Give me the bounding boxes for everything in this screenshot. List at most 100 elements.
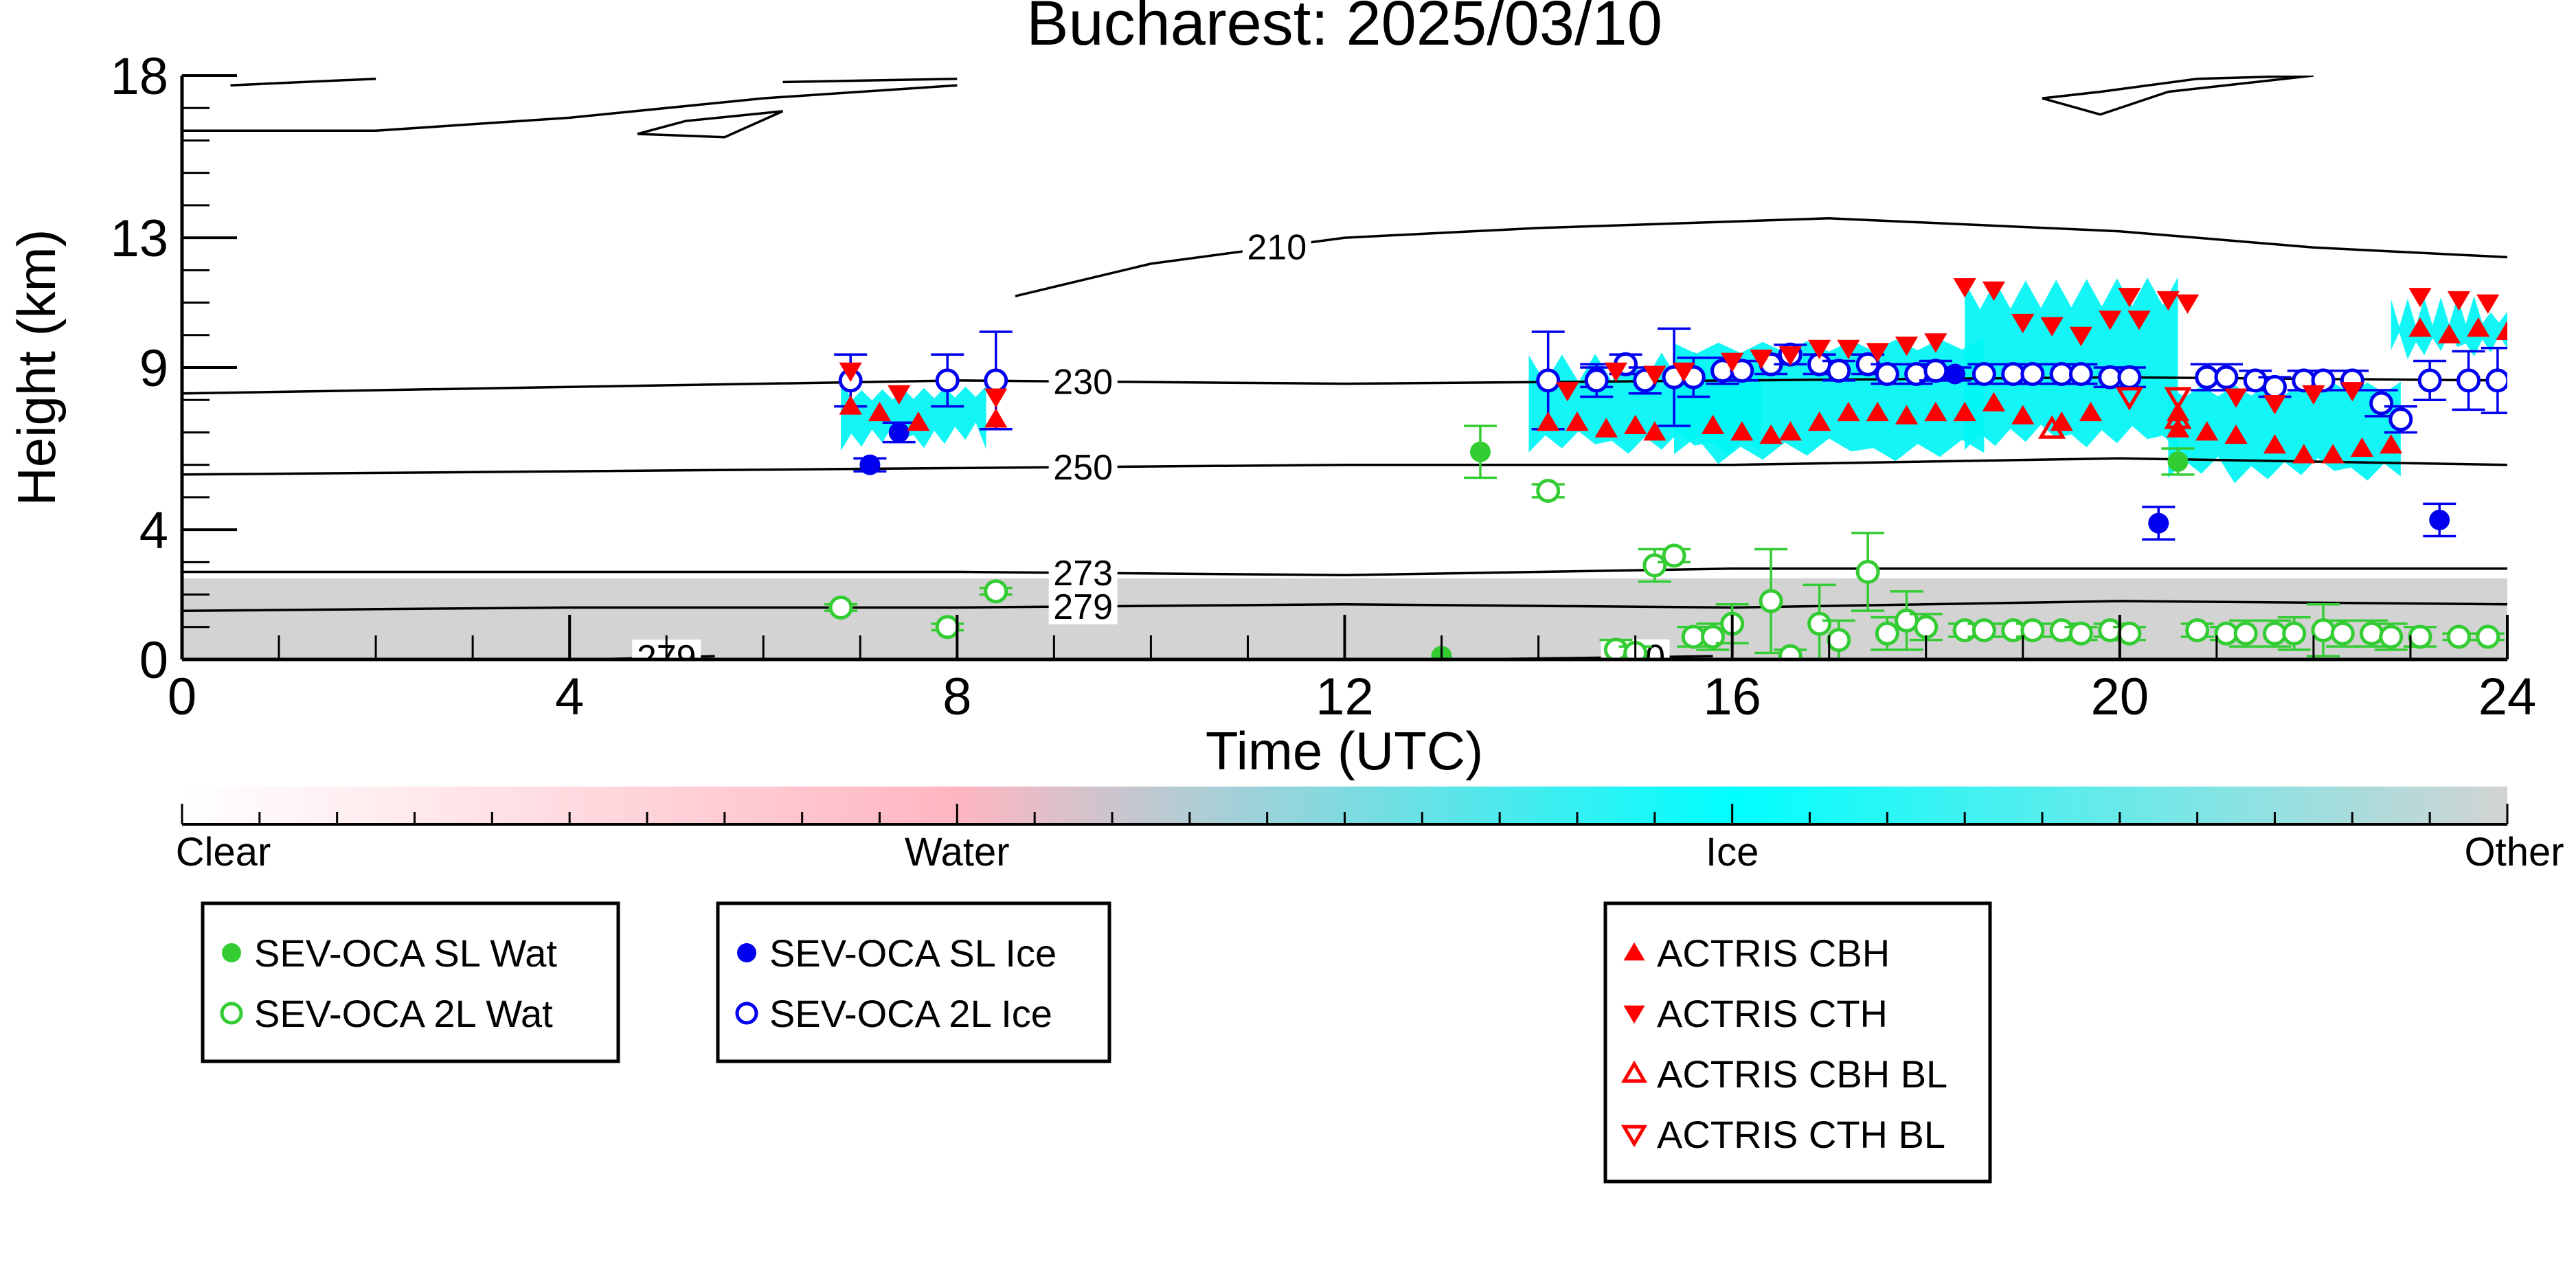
- marker: [907, 411, 930, 431]
- y-axis-label: Height (km): [6, 229, 67, 506]
- temperature-contours: 210230250273279279290: [182, 76, 2507, 659]
- marker: [1730, 421, 1754, 441]
- marker: [1778, 421, 1802, 441]
- marker: [2214, 621, 2239, 646]
- marker: [2388, 407, 2413, 432]
- ice-region: [2168, 381, 2401, 484]
- series-sev-oca-sl-wat: [1431, 425, 2195, 659]
- marker: [2117, 621, 2142, 646]
- ice-region: [841, 373, 986, 451]
- contour-label-bg: [1048, 363, 1118, 400]
- plot-area: 210230250273279279290: [182, 76, 2507, 659]
- marker: [1620, 1125, 1648, 1148]
- legend-entry-label: SEV-OCA 2L Ice: [769, 992, 1052, 1035]
- marker: [1624, 414, 1647, 434]
- marker: [2282, 621, 2307, 646]
- legend-frame: [201, 901, 620, 1063]
- marker: [1971, 361, 1996, 386]
- contour-label-bg: [1048, 555, 1118, 591]
- contour-line: [182, 84, 958, 133]
- marker: [2037, 415, 2066, 439]
- marker: [1594, 418, 1618, 438]
- marker: [220, 1002, 243, 1025]
- marker: [2117, 365, 2142, 389]
- chart-title: Bucharest: 2025/03/10: [1026, 0, 1662, 58]
- legend-frame: [716, 901, 1111, 1063]
- marker: [1584, 368, 1609, 393]
- marker: [1855, 560, 1880, 584]
- legends: SEV-OCA SL Wat SEV-OCA 2L Wat SEV-OCA SL I…: [201, 901, 1992, 1184]
- marker: [2020, 618, 2045, 642]
- marker: [888, 385, 911, 405]
- marker: [1982, 392, 2006, 411]
- marker: [868, 401, 892, 422]
- marker: [1982, 281, 2006, 301]
- contour-line: [2042, 76, 2314, 116]
- marker: [1556, 382, 1579, 402]
- marker: [2408, 288, 2432, 308]
- marker: [1603, 637, 1628, 659]
- marker: [828, 595, 853, 620]
- marker: [2350, 437, 2374, 457]
- legend-entry-label: SEV-OCA SL Ice: [769, 931, 1057, 975]
- marker: [859, 454, 881, 475]
- marker: [1945, 363, 1966, 385]
- marker: [2429, 509, 2450, 530]
- marker: [2176, 294, 2200, 314]
- y-tick-label: 18: [110, 47, 168, 106]
- marker: [2049, 618, 2074, 642]
- colorbar-label: Other: [2464, 830, 2564, 874]
- marker: [935, 368, 960, 393]
- marker: [1642, 553, 1667, 578]
- marker: [2118, 288, 2141, 308]
- marker: [1700, 624, 1725, 649]
- marker: [2185, 618, 2210, 642]
- marker: [1662, 543, 1686, 568]
- marker: [2485, 368, 2507, 393]
- series-actris-cth-bl: [2115, 387, 2192, 411]
- marker: [2340, 382, 2364, 402]
- marker: [2049, 361, 2074, 386]
- marker: [1537, 411, 1560, 431]
- data-series: [824, 278, 2507, 659]
- x-tick-label: 8: [942, 668, 971, 726]
- marker: [2148, 512, 2169, 534]
- marker: [2446, 624, 2471, 649]
- marker: [1875, 361, 1899, 386]
- marker: [2164, 387, 2192, 411]
- marker: [888, 422, 909, 443]
- contour-line: [182, 600, 2507, 612]
- marker: [2040, 317, 2064, 337]
- marker: [2456, 368, 2481, 393]
- y-tick-label: 0: [139, 631, 168, 690]
- contour-label: 250: [1053, 448, 1113, 488]
- marker: [1924, 401, 1947, 422]
- marker: [1759, 589, 1783, 613]
- marker: [1672, 362, 1695, 383]
- legend-entry-label: ACTRIS CBH BL: [1657, 1052, 1947, 1096]
- legend-entry-label: SEV-OCA 2L Wat: [254, 992, 553, 1035]
- contour-label: 279: [1053, 587, 1113, 627]
- marker: [2379, 624, 2404, 649]
- contour-line: [182, 567, 2507, 576]
- marker: [1536, 478, 1561, 503]
- marker: [2263, 374, 2287, 399]
- marker: [2011, 405, 2035, 425]
- marker: [2020, 361, 2045, 386]
- marker: [1623, 1005, 1645, 1024]
- contour-line: [230, 77, 376, 87]
- marker: [1971, 618, 1996, 642]
- contour-label: 230: [1053, 362, 1113, 402]
- marker: [2321, 444, 2345, 464]
- colorbar-label: Ice: [1706, 830, 1759, 874]
- marker: [1620, 1060, 1648, 1083]
- marker: [1623, 942, 1645, 961]
- marker: [2115, 387, 2144, 411]
- marker: [1923, 359, 1948, 383]
- marker: [2263, 394, 2287, 415]
- marker: [2068, 621, 2093, 646]
- colorbar-label: Water: [905, 830, 1010, 874]
- legend-entry-label: ACTRIS CTH: [1657, 992, 1888, 1035]
- contour-line: [637, 110, 784, 139]
